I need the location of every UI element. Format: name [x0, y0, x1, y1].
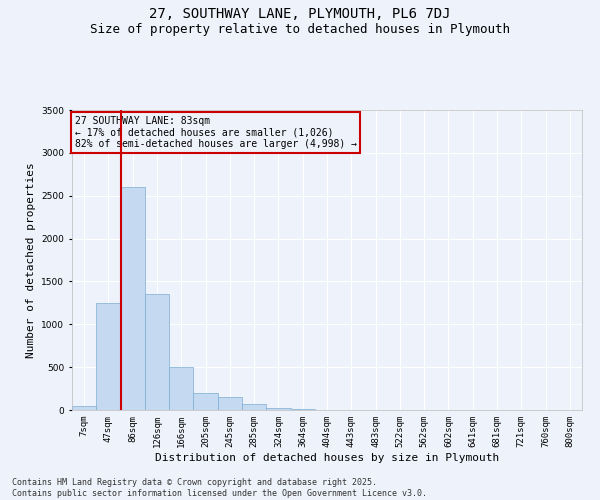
X-axis label: Distribution of detached houses by size in Plymouth: Distribution of detached houses by size … — [155, 452, 499, 462]
Bar — [96, 303, 121, 410]
Text: Contains HM Land Registry data © Crown copyright and database right 2025.
Contai: Contains HM Land Registry data © Crown c… — [12, 478, 427, 498]
Bar — [242, 404, 266, 410]
Bar — [145, 294, 169, 410]
Y-axis label: Number of detached properties: Number of detached properties — [26, 162, 36, 358]
Text: 27, SOUTHWAY LANE, PLYMOUTH, PL6 7DJ: 27, SOUTHWAY LANE, PLYMOUTH, PL6 7DJ — [149, 8, 451, 22]
Bar — [121, 187, 145, 410]
Bar — [218, 397, 242, 410]
Bar — [193, 393, 218, 410]
Bar — [72, 406, 96, 410]
Bar — [266, 408, 290, 410]
Bar — [169, 367, 193, 410]
Text: Size of property relative to detached houses in Plymouth: Size of property relative to detached ho… — [90, 22, 510, 36]
Text: 27 SOUTHWAY LANE: 83sqm
← 17% of detached houses are smaller (1,026)
82% of semi: 27 SOUTHWAY LANE: 83sqm ← 17% of detache… — [74, 116, 356, 149]
